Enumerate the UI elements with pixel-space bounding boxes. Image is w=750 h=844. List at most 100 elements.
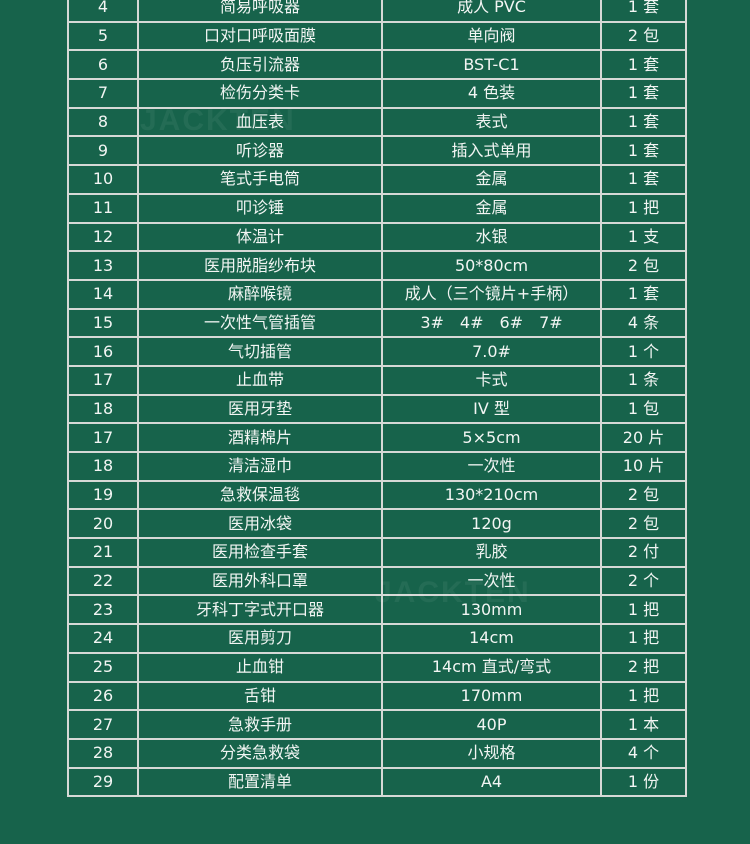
quantity-cell: 1 本 <box>600 709 687 740</box>
specification-cell: 卡式 <box>381 364 602 396</box>
specification-cell: 14cm 直式/弯式 <box>381 651 602 683</box>
row-number-cell: 28 <box>67 737 139 769</box>
row-number-cell: 11 <box>67 192 139 224</box>
specification-cell: 7.0# <box>381 336 602 367</box>
specification-cell: 一次性 <box>381 451 602 482</box>
quantity-cell: 20 片 <box>600 422 687 453</box>
specification-cell: 4 色装 <box>381 78 602 109</box>
row-number-cell: 19 <box>67 479 139 511</box>
equipment-table: 4 简易呼吸器 成人 PVC 1 套 5 口对口呼吸面膜 单向阀 2 包 6 负压引流器 BST-C… <box>67 0 687 798</box>
table-row: 9 听诊器 插入式单用 1 套 <box>67 135 687 167</box>
item-name-cell: 麻醉喉镜 <box>137 278 383 310</box>
table-row: 27 急救手册 40P 1 本 <box>67 709 687 740</box>
table-row: 24 医用剪刀 14cm 1 把 <box>67 623 687 654</box>
watermark: JACKTEN <box>140 104 296 137</box>
item-name-cell: 清洁湿巾 <box>137 451 383 482</box>
quantity-cell: 1 把 <box>600 680 687 712</box>
item-name-cell: 检伤分类卡 <box>137 78 383 109</box>
specification-cell: 130mm <box>381 594 602 626</box>
specification-cell: 5×5cm <box>381 422 602 453</box>
quantity-cell: 1 把 <box>600 594 687 626</box>
quantity-cell: 2 包 <box>600 508 687 540</box>
quantity-cell: 2 把 <box>600 651 687 683</box>
row-number-cell: 15 <box>67 307 139 339</box>
table-row: 11 叩诊锤 金属 1 把 <box>67 192 687 224</box>
row-number-cell: 7 <box>67 78 139 109</box>
table-row: 25 止血钳 14cm 直式/弯式 2 把 <box>67 651 687 683</box>
specification-cell: 14cm <box>381 623 602 654</box>
row-number-cell: 16 <box>67 336 139 367</box>
row-number-cell: 21 <box>67 537 139 568</box>
row-number-cell: 24 <box>67 623 139 654</box>
specification-cell: 插入式单用 <box>381 135 602 167</box>
row-number-cell: 18 <box>67 393 139 425</box>
quantity-cell: 1 份 <box>600 766 687 798</box>
table-row: 17 酒精棉片 5×5cm 20 片 <box>67 422 687 453</box>
row-number-cell: 20 <box>67 508 139 540</box>
item-name-cell: 简易呼吸器 <box>137 0 383 23</box>
specification-cell: 成人 PVC <box>381 0 602 23</box>
specification-cell: 单向阀 <box>381 20 602 52</box>
quantity-cell: 4 条 <box>600 307 687 339</box>
specification-cell: 120g <box>381 508 602 540</box>
quantity-cell: 2 个 <box>600 565 687 597</box>
row-number-cell: 25 <box>67 651 139 683</box>
table-row: 22 医用外科口罩 一次性 2 个 <box>67 565 687 597</box>
item-name-cell: 分类急救袋 <box>137 737 383 769</box>
row-number-cell: 17 <box>67 364 139 396</box>
specification-cell: 170mm <box>381 680 602 712</box>
row-number-cell: 8 <box>67 106 139 138</box>
specification-cell: 一次性 <box>381 565 602 597</box>
table-row: 20 医用冰袋 120g 2 包 <box>67 508 687 540</box>
quantity-cell: 10 片 <box>600 451 687 482</box>
table-row: 14 麻醉喉镜 成人（三个镜片+手柄） 1 套 <box>67 278 687 310</box>
row-number-cell: 5 <box>67 20 139 52</box>
item-name-cell: 医用检查手套 <box>137 537 383 568</box>
quantity-cell: 1 套 <box>600 106 687 138</box>
specification-cell: BST-C1 <box>381 49 602 81</box>
item-name-cell: 止血钳 <box>137 651 383 683</box>
item-name-cell: 医用冰袋 <box>137 508 383 540</box>
table-row: 8 血压表 表式 1 套 <box>67 106 687 138</box>
item-name-cell: 酒精棉片 <box>137 422 383 453</box>
item-name-cell: 医用脱脂纱布块 <box>137 250 383 281</box>
specification-cell: 水银 <box>381 221 602 253</box>
item-name-cell: 体温计 <box>137 221 383 253</box>
quantity-cell: 1 套 <box>600 78 687 109</box>
quantity-cell: 1 套 <box>600 164 687 195</box>
row-number-cell: 9 <box>67 135 139 167</box>
quantity-cell: 1 把 <box>600 623 687 654</box>
row-number-cell: 27 <box>67 709 139 740</box>
table-row: 4 简易呼吸器 成人 PVC 1 套 <box>67 0 687 23</box>
table-row: 13 医用脱脂纱布块 50*80cm 2 包 <box>67 250 687 281</box>
item-name-cell: 一次性气管插管 <box>137 307 383 339</box>
quantity-cell: 2 付 <box>600 537 687 568</box>
specification-cell: IV 型 <box>381 393 602 425</box>
item-name-cell: 牙科丁字式开口器 <box>137 594 383 626</box>
specification-cell: 小规格 <box>381 737 602 769</box>
row-number-cell: 13 <box>67 250 139 281</box>
row-number-cell: 12 <box>67 221 139 253</box>
specification-cell: 130*210cm <box>381 479 602 511</box>
specification-cell: A4 <box>381 766 602 798</box>
table-row: 6 负压引流器 BST-C1 1 套 <box>67 49 687 81</box>
row-number-cell: 4 <box>67 0 139 23</box>
specification-cell: 乳胶 <box>381 537 602 568</box>
quantity-cell: 1 把 <box>600 192 687 224</box>
item-name-cell: 医用外科口罩 <box>137 565 383 597</box>
quantity-cell: 2 包 <box>600 250 687 281</box>
table-row: 23 牙科丁字式开口器 130mm 1 把 <box>67 594 687 626</box>
table-row: 18 清洁湿巾 一次性 10 片 <box>67 451 687 482</box>
specification-cell: 金属 <box>381 192 602 224</box>
row-number-cell: 10 <box>67 164 139 195</box>
table-row: 5 口对口呼吸面膜 单向阀 2 包 <box>67 20 687 52</box>
item-name-cell: 止血带 <box>137 364 383 396</box>
item-name-cell: 医用牙垫 <box>137 393 383 425</box>
specification-cell: 表式 <box>381 106 602 138</box>
table-row: 7 检伤分类卡 4 色装 1 套 <box>67 78 687 109</box>
row-number-cell: 6 <box>67 49 139 81</box>
table-row: 15 一次性气管插管 3# 4# 6# 7# 4 条 <box>67 307 687 339</box>
row-number-cell: 26 <box>67 680 139 712</box>
table-row: 29 配置清单 A4 1 份 <box>67 766 687 798</box>
